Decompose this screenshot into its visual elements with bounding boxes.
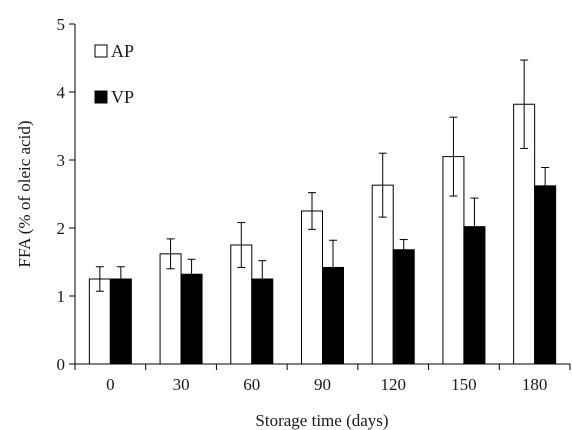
axes-layer: 0 30 60 90 120 150 180 0 1 2 3 4 5	[57, 15, 571, 394]
bar-vp-180	[534, 185, 557, 365]
bar-vp-120	[392, 249, 415, 365]
legend: AP VP	[94, 41, 134, 107]
y-tick-label-5: 5	[57, 15, 66, 34]
x-tick-label-180: 180	[522, 375, 548, 394]
y-tick-label-1: 1	[57, 287, 66, 306]
x-tick-label-60: 60	[243, 375, 260, 394]
x-tick-label-90: 90	[314, 375, 331, 394]
legend-label-ap: AP	[111, 41, 134, 61]
y-axis-title: FFA (% of oleic acid)	[15, 121, 34, 268]
x-tick-label-150: 150	[451, 375, 477, 394]
bar-ap-90	[301, 210, 323, 365]
y-tick-label-0: 0	[57, 355, 66, 374]
x-tick-label-30: 30	[173, 375, 190, 394]
bars-layer	[88, 59, 557, 365]
x-tick-label-120: 120	[380, 375, 406, 394]
x-tick-label-0: 0	[106, 375, 115, 394]
legend-label-vp: VP	[111, 87, 134, 107]
y-tick-label-2: 2	[57, 219, 66, 238]
y-tick-label-3: 3	[57, 151, 66, 170]
legend-swatch-ap	[94, 44, 108, 58]
y-tick-label-4: 4	[57, 83, 66, 102]
legend-swatch-vp	[94, 90, 108, 104]
bar-vp-0	[109, 278, 132, 365]
bar-ap-30	[159, 253, 182, 365]
bar-ap-0	[88, 278, 111, 365]
x-axis-title: Storage time (days)	[255, 411, 388, 430]
